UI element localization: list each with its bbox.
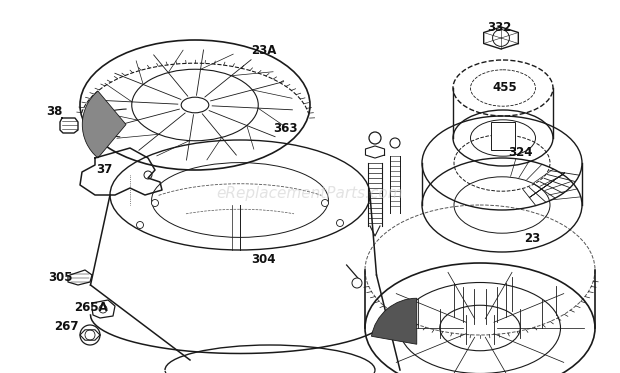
FancyBboxPatch shape (491, 122, 515, 150)
Text: 324: 324 (508, 147, 533, 159)
Text: 37: 37 (96, 163, 112, 176)
Circle shape (136, 222, 143, 229)
Circle shape (390, 138, 400, 148)
Text: 304: 304 (251, 253, 276, 266)
Text: 363: 363 (273, 122, 298, 135)
Circle shape (322, 200, 329, 207)
Wedge shape (82, 91, 126, 158)
Text: 38: 38 (46, 106, 63, 118)
Circle shape (352, 278, 362, 288)
Text: 23A: 23A (251, 44, 277, 57)
Text: 332: 332 (487, 22, 511, 34)
Wedge shape (371, 298, 417, 344)
Text: 455: 455 (493, 81, 518, 94)
Text: eReplacementParts.com: eReplacementParts.com (216, 186, 404, 201)
Circle shape (369, 132, 381, 144)
Circle shape (337, 219, 343, 226)
Text: 265A: 265A (74, 301, 108, 314)
Circle shape (99, 305, 107, 313)
Circle shape (151, 200, 159, 207)
Text: 305: 305 (48, 272, 73, 284)
Circle shape (144, 171, 152, 179)
Text: 267: 267 (55, 320, 79, 333)
Text: 23: 23 (524, 232, 540, 245)
